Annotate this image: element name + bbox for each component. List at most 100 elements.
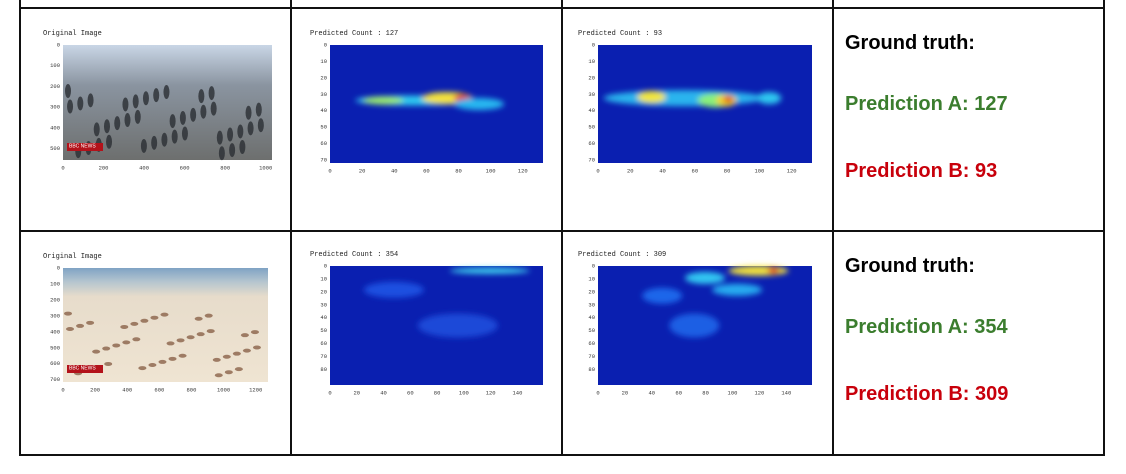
x-tick-label: 40 [649, 389, 656, 396]
person [166, 341, 175, 346]
person [104, 361, 113, 366]
y-tick-label: 70 [588, 157, 595, 164]
person [87, 93, 94, 108]
person [148, 362, 157, 367]
prediction-b: Prediction B: 309 [845, 383, 1008, 405]
x-tick-label: 100 [459, 389, 469, 396]
y-tick-label: 10 [320, 275, 327, 282]
x-tick-label: 600 [154, 386, 164, 393]
person [140, 138, 147, 153]
heat-blobs [642, 265, 789, 338]
person [76, 323, 85, 328]
y-tick-label: 60 [588, 140, 595, 147]
person [190, 107, 197, 122]
person [232, 351, 241, 356]
heat-blob [757, 92, 782, 105]
person [237, 124, 244, 139]
heat-blob [449, 267, 530, 274]
y-tick-label: 80 [588, 366, 595, 373]
x-tick-label: 200 [90, 386, 100, 393]
x-tick-label: 40 [659, 167, 666, 174]
heat-blob [767, 267, 780, 274]
person [102, 346, 111, 351]
y-tick-label: 50 [588, 327, 595, 334]
x-tick-label: 120 [754, 389, 764, 396]
y-tick-label: 0 [57, 41, 60, 48]
heat-blobs [355, 92, 505, 110]
plot-title: Original Image [43, 253, 102, 261]
person [134, 109, 141, 124]
logo-box [67, 365, 103, 373]
person [142, 91, 149, 106]
person [181, 126, 188, 141]
x-tick-label: 400 [122, 386, 132, 393]
y-tick-label: 0 [57, 264, 60, 271]
heat-blob [363, 96, 404, 105]
person [112, 343, 121, 348]
y-tick-label: 30 [588, 301, 595, 308]
x-tick-label: 0 [596, 167, 599, 174]
x-tick-label: 20 [353, 389, 360, 396]
y-tick-label: 700 [50, 376, 60, 383]
y-tick-label: 20 [320, 74, 327, 81]
person [186, 335, 195, 340]
heat-blob [669, 313, 720, 338]
y-tick-label: 10 [588, 275, 595, 282]
table-grid [19, 0, 1105, 456]
y-tick-label: 600 [50, 360, 60, 367]
y-tick-label: 500 [50, 145, 60, 152]
x-tick-label: 60 [407, 389, 414, 396]
person [122, 340, 131, 345]
plot-title: Predicted Count : 93 [578, 30, 662, 38]
person [103, 119, 110, 134]
person [250, 330, 259, 335]
heat-blob [603, 90, 764, 107]
x-tick-label: 140 [512, 389, 522, 396]
x-tick-label: 20 [622, 389, 629, 396]
x-tick-label: 40 [380, 389, 387, 396]
person [176, 338, 185, 343]
person [194, 316, 203, 321]
original-image-plot: Original Image BBC NEWS 0 100 200 300 400 500 0 2… [43, 30, 272, 171]
x-tick-label: 1200 [249, 386, 262, 393]
person [216, 130, 223, 145]
person [227, 127, 234, 142]
y-tick-label: 60 [320, 140, 327, 147]
y-tick-label: 60 [320, 340, 327, 347]
heat-blob [728, 265, 789, 276]
y-tick-label: 40 [588, 314, 595, 321]
heatmap-plot: Predicted Count : 309 0 10 20 30 40 50 60 70 80 0 2… [578, 251, 812, 396]
person [255, 102, 262, 117]
person [93, 122, 100, 137]
x-tick-label: 120 [518, 167, 528, 174]
person [124, 113, 131, 128]
x-tick-label: 0 [328, 389, 331, 396]
plot-title: Predicted Count : 354 [310, 251, 398, 259]
heat-blob [723, 96, 734, 103]
person [218, 146, 225, 161]
y-tick-label: 200 [50, 296, 60, 303]
person [64, 311, 72, 316]
person [67, 99, 74, 114]
y-tick-label: 0 [592, 41, 595, 48]
person [229, 143, 236, 158]
y-tick-label: 400 [50, 124, 60, 131]
prediction-a: Prediction A: 127 [845, 93, 1008, 115]
person [252, 345, 261, 350]
logo-box [67, 143, 103, 151]
x-tick-label: 400 [139, 164, 149, 171]
x-tick-label: 800 [187, 386, 197, 393]
person [86, 320, 95, 325]
ground-truth: Ground truth: [845, 32, 975, 54]
y-tick-label: 200 [50, 83, 60, 90]
ground-truth: Ground truth: [845, 255, 975, 277]
y-tick-label: 10 [588, 58, 595, 65]
heat-blobs [363, 267, 530, 338]
x-tick-label: 200 [99, 164, 109, 171]
person [247, 121, 254, 136]
y-tick-label: 50 [320, 124, 327, 131]
person [210, 101, 217, 116]
x-tick-label: 60 [675, 389, 682, 396]
person [204, 313, 213, 318]
